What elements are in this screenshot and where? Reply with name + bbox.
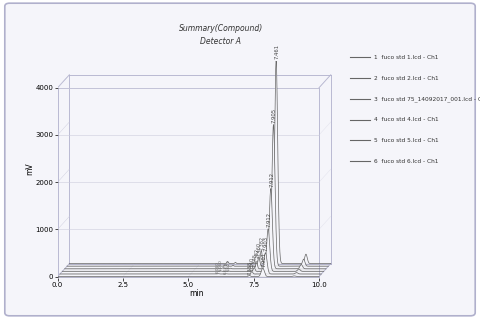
Text: 7.912: 7.912 — [266, 212, 271, 227]
Text: 7.340: 7.340 — [250, 257, 255, 271]
Text: 6.060: 6.060 — [218, 259, 222, 271]
Text: 4  fuco std 4.lcd - Ch1: 4 fuco std 4.lcd - Ch1 — [374, 117, 439, 122]
Text: 1  fuco std 1.lcd - Ch1: 1 fuco std 1.lcd - Ch1 — [374, 55, 439, 60]
Text: 7.461: 7.461 — [275, 44, 279, 59]
Text: 7.912: 7.912 — [269, 172, 274, 187]
Text: Detector A: Detector A — [200, 37, 241, 46]
X-axis label: min: min — [190, 289, 204, 298]
Text: 7.382: 7.382 — [254, 248, 260, 262]
FancyBboxPatch shape — [5, 3, 475, 316]
Text: 6.060: 6.060 — [216, 262, 220, 273]
Text: 7.905: 7.905 — [272, 108, 277, 123]
Text: 7.901: 7.901 — [261, 252, 266, 267]
Text: 6.629: 6.629 — [224, 262, 228, 273]
Text: 7.345: 7.345 — [252, 253, 257, 267]
Text: 6  fuco std 6.lcd - Ch1: 6 fuco std 6.lcd - Ch1 — [374, 159, 439, 164]
Text: 7.903: 7.903 — [264, 236, 269, 251]
Y-axis label: mV: mV — [25, 163, 34, 175]
Text: Summary(Compound): Summary(Compound) — [179, 24, 263, 33]
Text: 2  fuco std 2.lcd - Ch1: 2 fuco std 2.lcd - Ch1 — [374, 76, 439, 81]
Text: 5  fuco std 5.lcd - Ch1: 5 fuco std 5.lcd - Ch1 — [374, 138, 439, 143]
Text: 7.382: 7.382 — [259, 236, 264, 250]
Text: 7.338: 7.338 — [248, 261, 252, 275]
Text: 6.629: 6.629 — [226, 259, 230, 271]
Text: 3  fuco std 75_14092017_001.lcd - Ch1: 3 fuco std 75_14092017_001.lcd - Ch1 — [374, 96, 480, 102]
Text: 7.460: 7.460 — [257, 242, 262, 256]
